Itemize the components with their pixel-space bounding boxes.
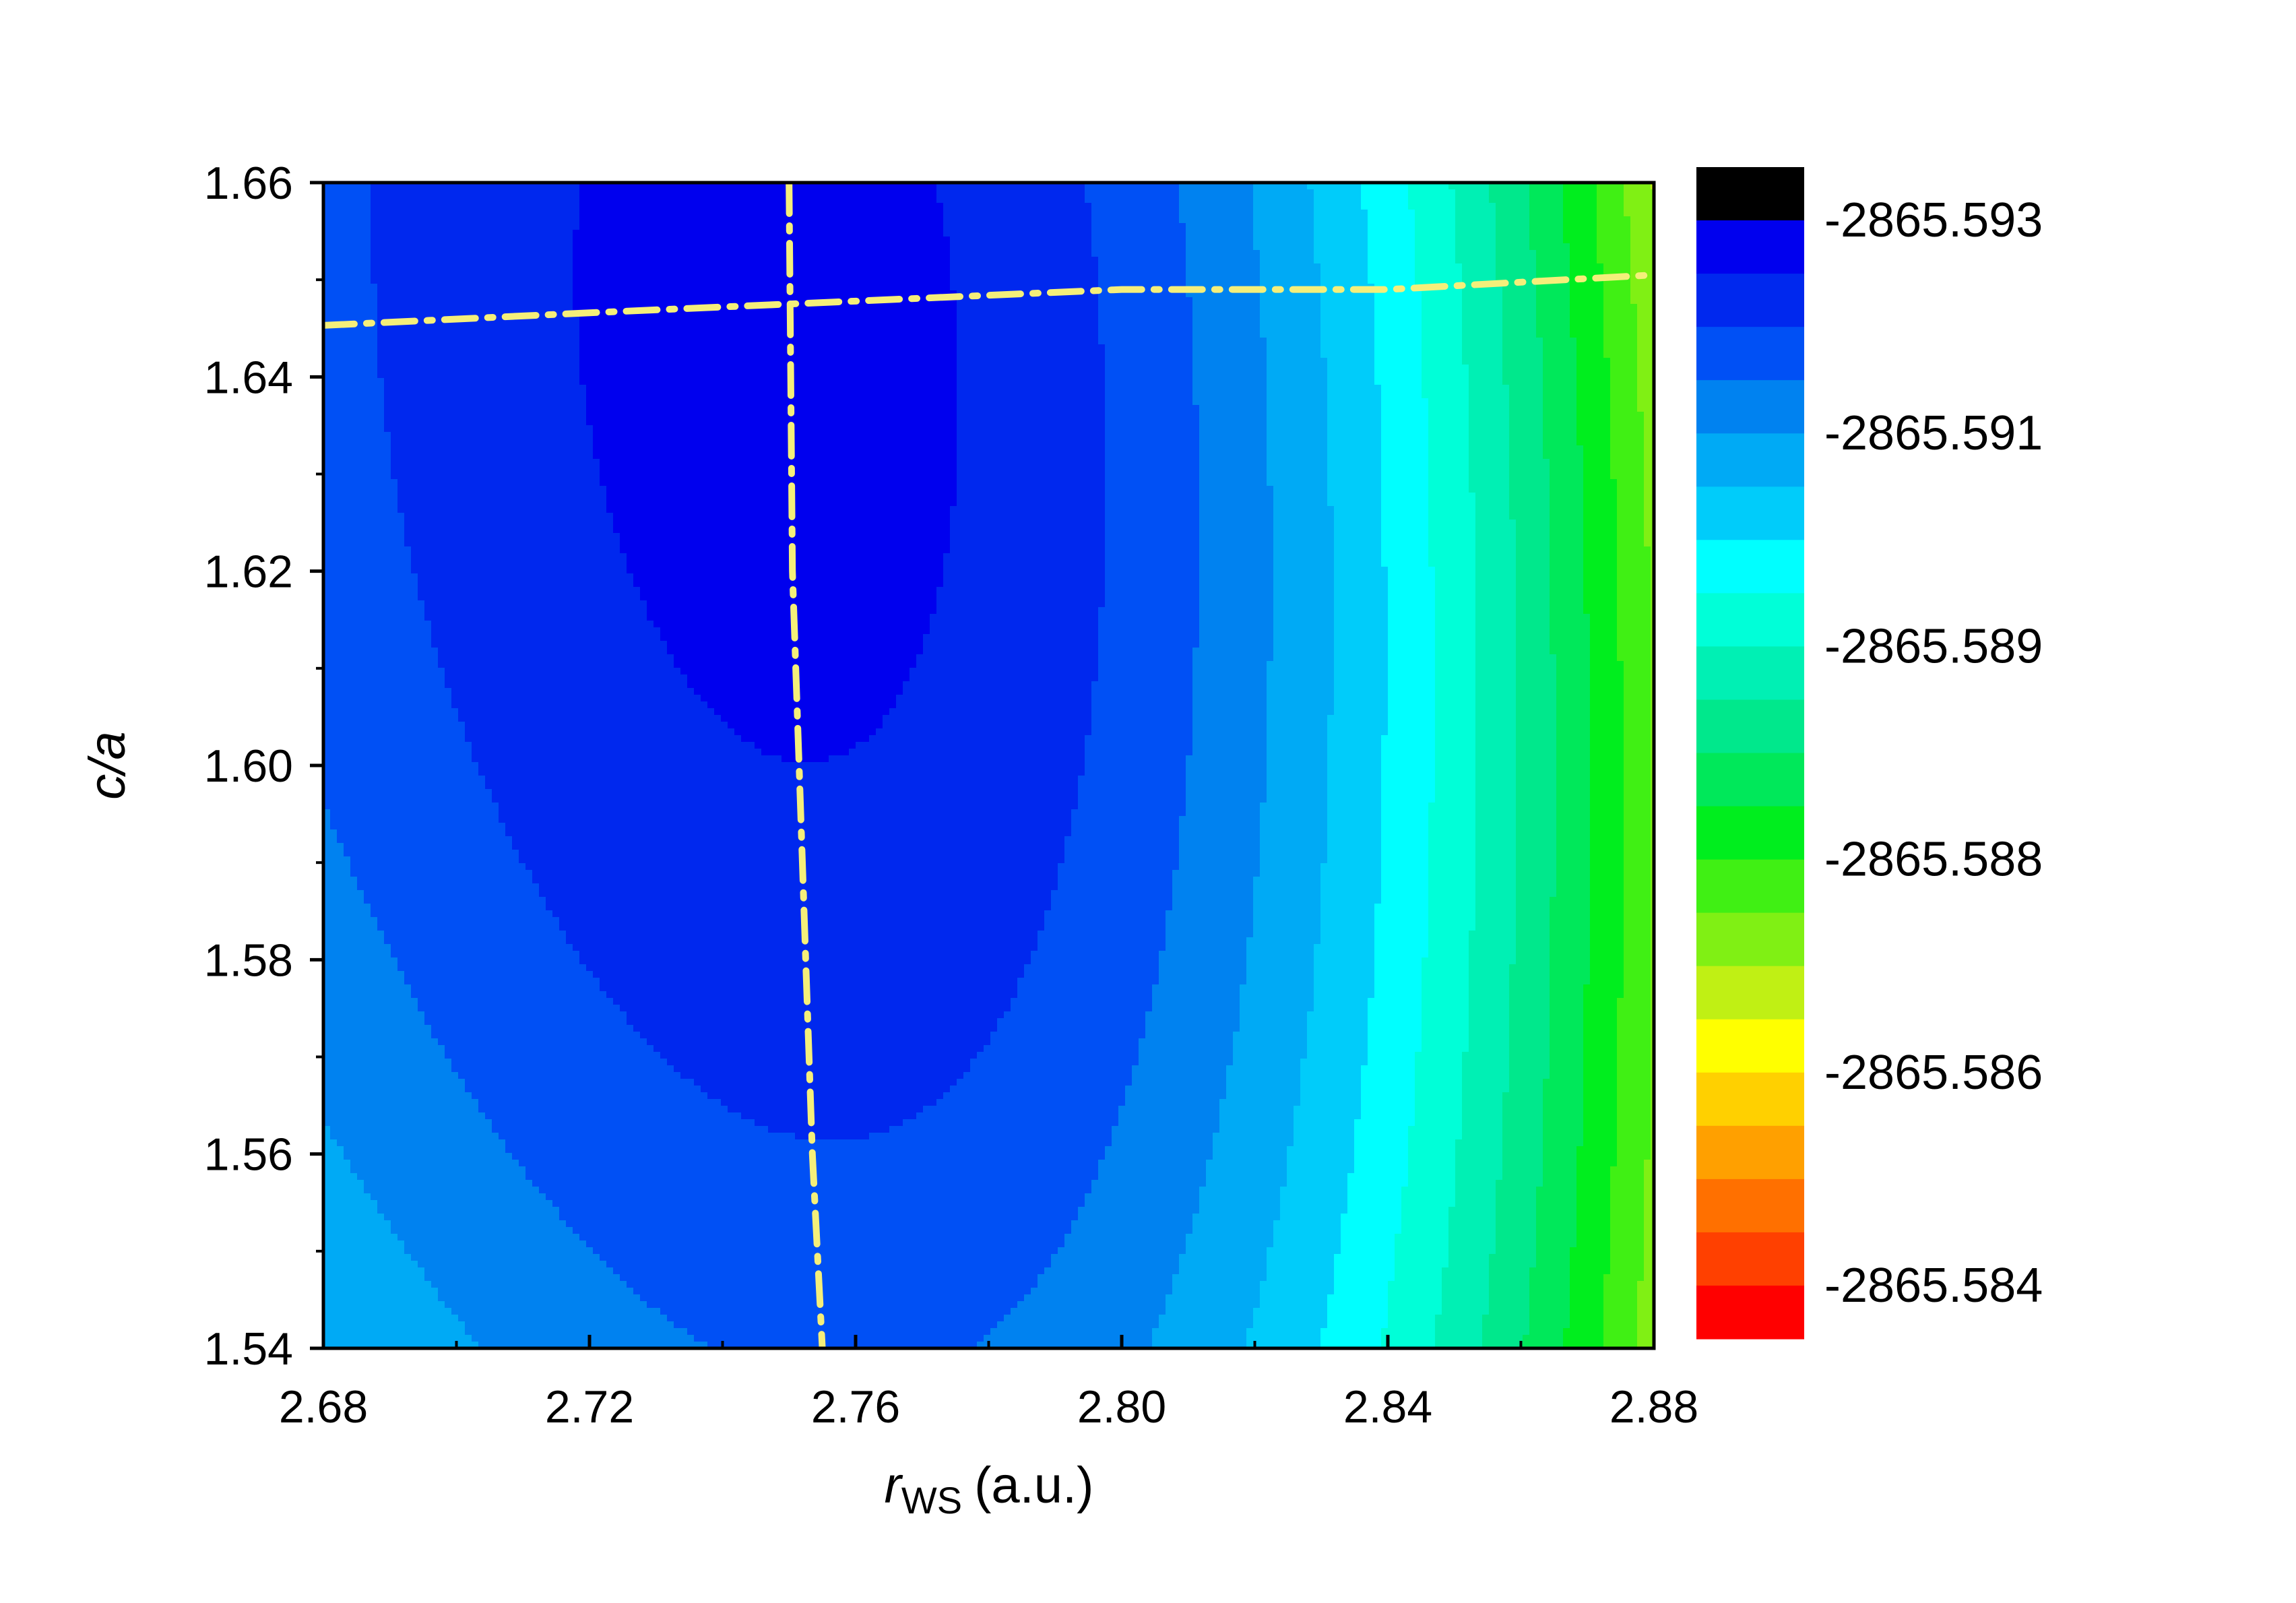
colorbar-swatch	[1696, 1019, 1804, 1073]
y-tick-label: 1.60	[204, 741, 293, 792]
x-tick-label: 2.84	[1343, 1381, 1432, 1433]
y-tick-label: 1.64	[204, 352, 293, 403]
colorbar-swatch	[1696, 167, 1804, 221]
colorbar-swatch	[1696, 807, 1804, 860]
colorbar-label: -2865.584	[1824, 1259, 2043, 1313]
colorbar-swatch	[1696, 699, 1804, 753]
colorbar-swatch	[1696, 1179, 1804, 1233]
x-tick-label: 2.80	[1077, 1381, 1166, 1433]
x-tick-label: 2.88	[1609, 1381, 1698, 1433]
colorbar-swatch	[1696, 540, 1804, 594]
colorbar-swatch	[1696, 1126, 1804, 1180]
colorbar-swatch	[1696, 1232, 1804, 1286]
x-axis-title-subscript: WS	[901, 1479, 962, 1521]
x-tick-label: 2.68	[279, 1381, 368, 1433]
contour-fill	[323, 183, 1658, 1349]
colorbar-label: -2865.589	[1824, 619, 2043, 673]
x-tick-label: 2.76	[811, 1381, 900, 1433]
colorbar-swatch	[1696, 913, 1804, 967]
colorbar-label: -2865.591	[1824, 406, 2043, 460]
colorbar-swatch	[1696, 860, 1804, 914]
colorbar-swatch	[1696, 753, 1804, 807]
colorbar-swatch	[1696, 380, 1804, 434]
y-tick-label: 1.56	[204, 1129, 293, 1181]
colorbar-swatch	[1696, 593, 1804, 647]
colorbar-swatch	[1696, 1286, 1804, 1340]
y-axis-title: c/a	[79, 731, 136, 799]
y-tick-label: 1.66	[204, 158, 293, 209]
x-tick-label: 2.72	[545, 1381, 634, 1433]
colorbar-swatch	[1696, 486, 1804, 540]
x-axis-title-symbol: r	[885, 1457, 903, 1514]
colorbar-swatch	[1696, 220, 1804, 274]
colorbar-swatch	[1696, 966, 1804, 1020]
colorbar-label: -2865.588	[1824, 833, 2043, 887]
colorbar-swatch	[1696, 1073, 1804, 1127]
y-tick-label: 1.54	[204, 1323, 293, 1375]
y-axis: 1.54 1.56 1.58 1.60 1.62 1.64 1.66	[204, 158, 323, 1375]
colorbar-swatch	[1696, 274, 1804, 327]
x-axis-title: rWS (a.u.)	[885, 1457, 1094, 1521]
colorbar-swatch	[1696, 646, 1804, 700]
colorbar: -2865.593 -2865.591 -2865.589 -2865.588 -286…	[1696, 167, 2043, 1340]
colorbar-swatch	[1696, 433, 1804, 487]
y-tick-label: 1.58	[204, 935, 293, 986]
y-tick-label: 1.62	[204, 546, 293, 598]
colorbar-label: -2865.586	[1824, 1046, 2043, 1100]
x-axis-title-unit: (a.u.)	[974, 1457, 1093, 1514]
colorbar-label: -2865.593	[1824, 193, 2043, 247]
colorbar-swatch	[1696, 327, 1804, 381]
